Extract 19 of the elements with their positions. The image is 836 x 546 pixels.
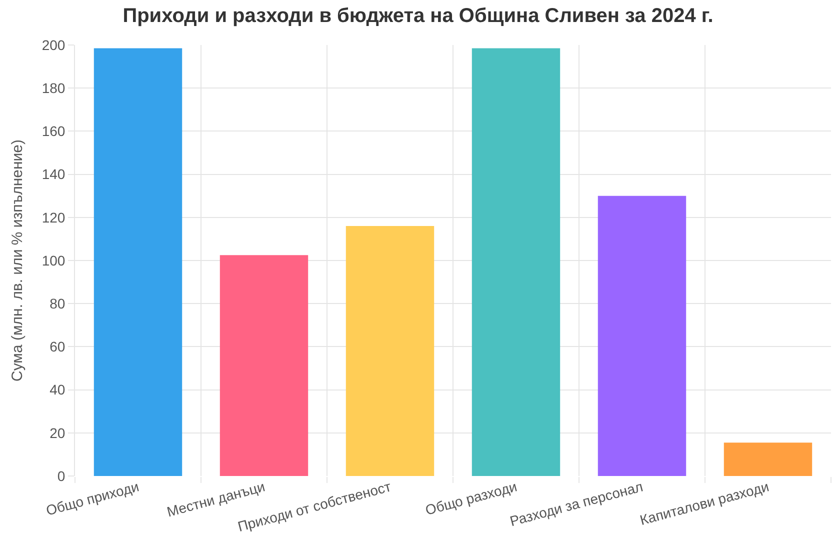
y-tick-label: 80 (50, 296, 66, 312)
y-tick-label: 40 (50, 382, 66, 398)
y-tick-label: 140 (42, 166, 66, 182)
y-tick-label: 100 (42, 252, 66, 268)
y-tick-label: 20 (50, 424, 66, 441)
bar (220, 255, 308, 476)
bar (598, 196, 686, 476)
bar (724, 442, 812, 476)
y-tick-label: 120 (42, 209, 66, 226)
chart-title: Приходи и разходи в бюджета на Община Сливен за 2024 г. (122, 5, 714, 28)
bar (346, 226, 434, 476)
y-tick-label: 160 (42, 123, 66, 140)
y-tick-label: 0 (57, 468, 66, 484)
y-tick-label: 200 (42, 36, 66, 53)
y-tick-label: 60 (50, 338, 66, 355)
bar (94, 48, 182, 476)
y-tick-label: 180 (42, 80, 66, 96)
y-axis-title: Сума (млн. лв. или % изпълнение) (9, 139, 26, 382)
bar (472, 48, 560, 476)
